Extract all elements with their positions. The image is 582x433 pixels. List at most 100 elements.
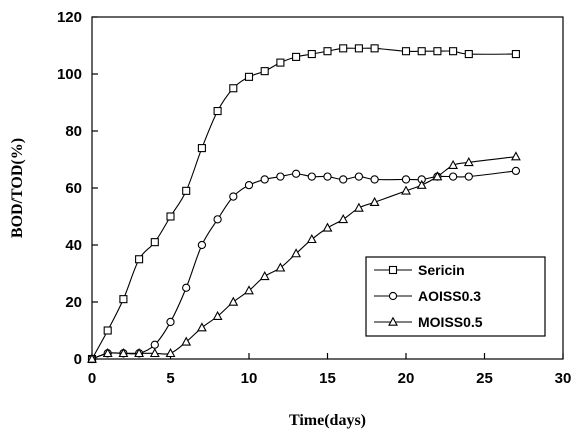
- data-point: [213, 215, 222, 224]
- data-point: [464, 49, 473, 59]
- data-point: [150, 340, 159, 349]
- data-point: [291, 248, 302, 258]
- x-tick-label: 15: [319, 370, 336, 387]
- data-point: [275, 262, 286, 272]
- x-tick-label: 20: [398, 370, 415, 387]
- data-point: [276, 58, 285, 67]
- data-point: [353, 202, 364, 212]
- data-point: [197, 240, 207, 250]
- data-point: [417, 47, 426, 56]
- series-sericin: [87, 44, 520, 364]
- data-point: [149, 347, 160, 358]
- data-point: [291, 169, 301, 178]
- tick-labels: 0 5 10 15 20 25 30 0 20 40 60 80 100 120: [57, 9, 571, 387]
- legend-entry: AOISS0.3: [374, 288, 481, 304]
- data-point: [118, 347, 129, 358]
- data-point: [323, 47, 332, 56]
- data-point: [322, 222, 333, 232]
- data-point: [119, 295, 128, 304]
- data-point: [228, 296, 239, 306]
- data-point: [369, 196, 380, 206]
- data-point: [307, 172, 316, 181]
- data-point: [260, 67, 269, 76]
- data-point: [307, 49, 316, 59]
- x-tick-label: 25: [476, 370, 493, 387]
- x-tick-label: 5: [166, 370, 174, 387]
- data-point: [510, 151, 521, 161]
- data-point: [306, 233, 317, 244]
- data-point: [182, 283, 191, 292]
- legend-entry: Sericin: [374, 262, 465, 278]
- data-point: [229, 192, 238, 201]
- data-point: [432, 171, 443, 181]
- data-point: [181, 336, 192, 346]
- data-point: [134, 347, 145, 358]
- data-point: [229, 84, 238, 93]
- data-point: [511, 49, 520, 59]
- data-point: [401, 185, 411, 195]
- x-tick-label: 30: [555, 370, 572, 387]
- data-point: [354, 44, 363, 53]
- data-point: [166, 212, 175, 221]
- legend-marker: [388, 265, 398, 275]
- legend-marker: [388, 291, 398, 301]
- data-point: [165, 347, 176, 358]
- legend-label: Sericin: [418, 262, 465, 278]
- data-point: [103, 326, 112, 335]
- data-point: [87, 353, 97, 363]
- y-axis-title: BOD/TOD(%): [9, 138, 26, 238]
- axis-ticks: [91, 16, 564, 360]
- series-moiss0-5: [87, 151, 521, 363]
- data-point: [448, 159, 459, 169]
- data-point: [196, 322, 207, 332]
- data-point: [370, 44, 379, 53]
- data-point: [339, 175, 348, 184]
- data-point: [292, 52, 301, 61]
- legend-label: AOISS0.3: [418, 288, 481, 304]
- data-point: [102, 347, 113, 358]
- y-tick-label: 0: [74, 351, 82, 368]
- x-tick-label: 10: [241, 370, 258, 387]
- legend: Sericin AOISS0.3 MOISS0.5: [365, 256, 546, 337]
- data-point: [463, 156, 474, 167]
- y-tick-label: 100: [57, 66, 82, 83]
- data-point: [276, 172, 285, 181]
- data-point: [433, 47, 442, 56]
- y-tick-label: 120: [57, 9, 82, 26]
- data-point: [150, 238, 159, 247]
- y-tick-label: 40: [65, 237, 82, 254]
- data-point: [339, 44, 348, 53]
- y-tick-label: 60: [65, 180, 82, 197]
- data-point: [244, 285, 254, 295]
- data-point: [464, 172, 473, 181]
- data-point: [323, 172, 332, 181]
- data-point: [401, 175, 411, 184]
- data-point: [354, 172, 364, 181]
- data-point: [416, 179, 427, 189]
- y-tick-label: 20: [65, 294, 82, 311]
- data-point: [401, 47, 411, 56]
- data-point: [212, 310, 223, 321]
- x-axis-title: Time(days): [289, 412, 366, 429]
- series-layer: [87, 44, 521, 364]
- data-point: [449, 47, 458, 56]
- data-point: [182, 186, 191, 195]
- data-point: [244, 72, 254, 81]
- data-point: [260, 175, 269, 184]
- data-point: [213, 107, 222, 116]
- data-point: [370, 175, 379, 184]
- data-point: [244, 180, 254, 190]
- data-point: [197, 144, 206, 153]
- data-point: [448, 172, 458, 181]
- data-point: [135, 255, 144, 264]
- data-point: [259, 270, 270, 281]
- data-point: [166, 317, 175, 327]
- y-tick-label: 80: [65, 123, 82, 140]
- legend-entry: MOISS0.5: [374, 314, 483, 330]
- data-point: [338, 213, 349, 224]
- legend-label: MOISS0.5: [418, 314, 483, 330]
- legend-marker: [388, 316, 398, 326]
- x-tick-label: 0: [88, 370, 96, 387]
- data-point: [511, 166, 521, 176]
